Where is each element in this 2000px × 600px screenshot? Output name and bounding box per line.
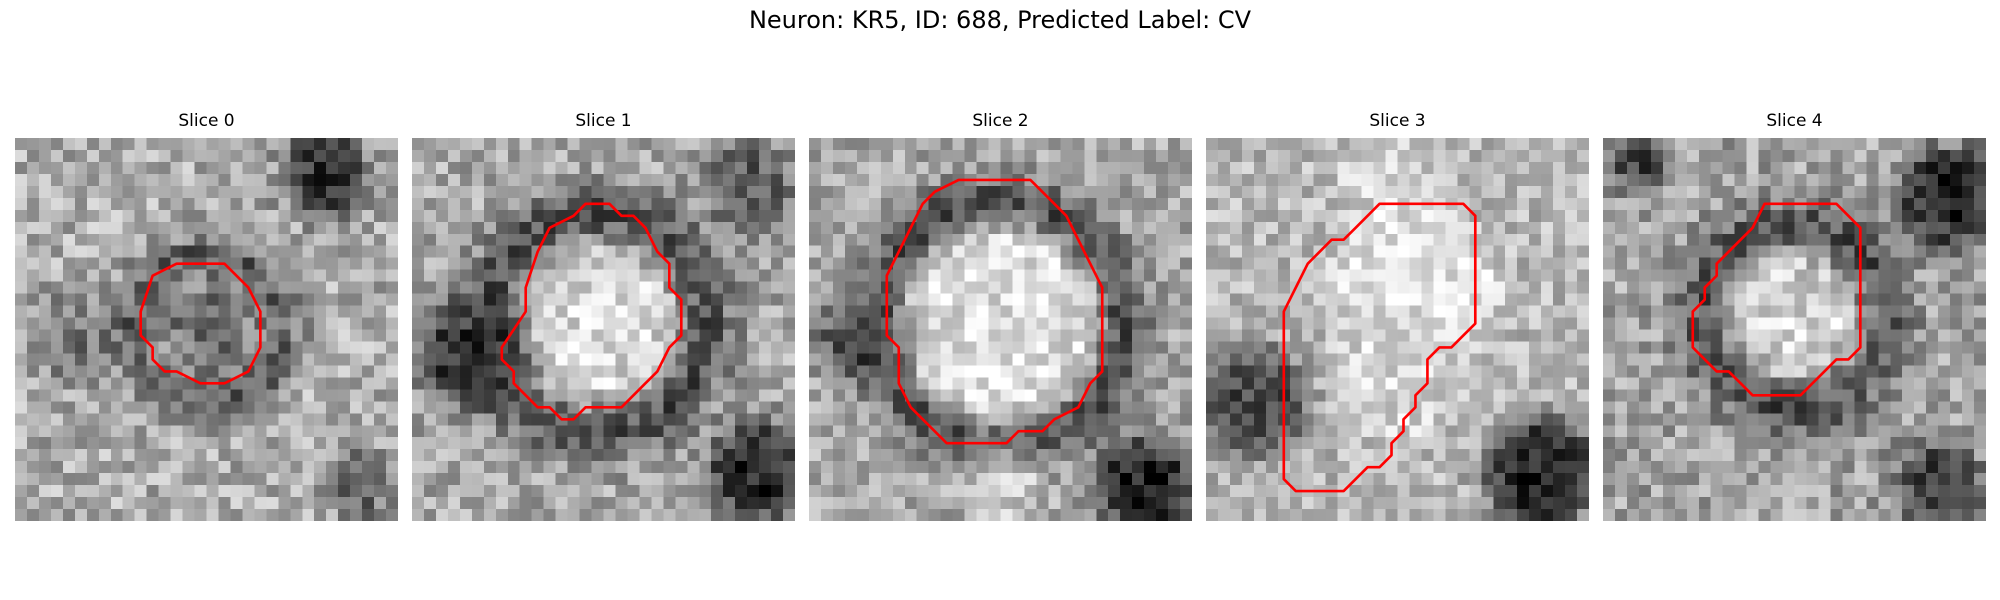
segmentation-contour [1691, 202, 1862, 397]
slice-image [809, 138, 1192, 521]
slice-panel-0: Slice 0 [15, 110, 398, 521]
segmentation-contour [1282, 202, 1477, 493]
slice-image [1206, 138, 1589, 521]
slice-panel-3: Slice 3 [1206, 110, 1589, 521]
segmentation-contour [885, 178, 1104, 445]
slice-image [1603, 138, 1986, 521]
slice-title: Slice 0 [178, 111, 235, 131]
segmentation-contour [500, 202, 683, 421]
slice-image [15, 138, 398, 521]
figure-title: Neuron: KR5, ID: 688, Predicted Label: C… [748, 6, 1252, 34]
slice-panel-4: Slice 4 [1603, 110, 1986, 521]
slice-image [412, 138, 795, 521]
slice-title: Slice 4 [1766, 111, 1823, 131]
segmentation-contour [139, 262, 262, 385]
slice-panel-1: Slice 1 [412, 110, 795, 521]
slice-title: Slice 2 [972, 111, 1029, 131]
slice-title: Slice 1 [575, 111, 632, 131]
slice-title: Slice 3 [1369, 111, 1426, 131]
slice-panel-2: Slice 2 [809, 110, 1192, 521]
